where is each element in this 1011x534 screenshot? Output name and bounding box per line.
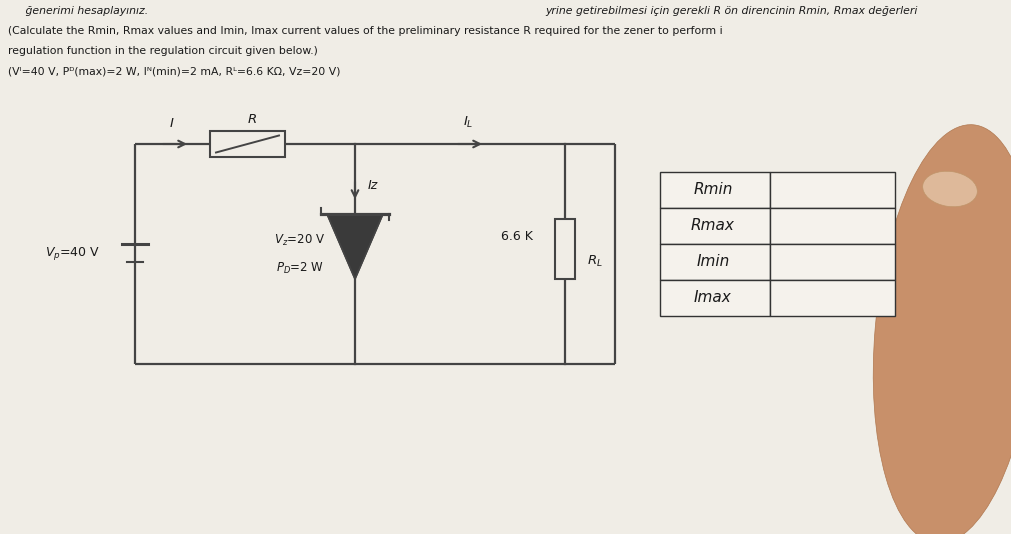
Bar <box>769 244 894 280</box>
Bar <box>659 244 769 280</box>
Text: Rmin: Rmin <box>693 183 732 198</box>
Text: $P_D$=2 W: $P_D$=2 W <box>276 261 324 276</box>
Bar <box>769 280 894 316</box>
Text: $V_z$=20 V: $V_z$=20 V <box>274 233 326 248</box>
Bar <box>769 172 894 208</box>
Bar <box>769 208 894 244</box>
Bar <box>659 172 769 208</box>
Ellipse shape <box>922 171 977 207</box>
Text: Rmax: Rmax <box>691 218 734 233</box>
Text: (Vᴵ=40 V, Pᴰ(max)=2 W, Iᴺ(min)=2 mA, Rᴸ=6.6 KΩ, Vz=20 V): (Vᴵ=40 V, Pᴰ(max)=2 W, Iᴺ(min)=2 mA, Rᴸ=… <box>8 66 340 76</box>
Polygon shape <box>327 214 382 279</box>
Text: Imax: Imax <box>694 290 731 305</box>
Text: R: R <box>248 113 257 126</box>
Bar <box>554 219 574 279</box>
Text: 6.6 K: 6.6 K <box>500 231 533 244</box>
Text: $I_L$: $I_L$ <box>462 115 473 130</box>
Ellipse shape <box>872 124 1011 534</box>
Text: regulation function in the regulation circuit given below.): regulation function in the regulation ci… <box>8 46 317 56</box>
Text: I: I <box>170 117 174 130</box>
Text: Imin: Imin <box>696 255 729 270</box>
Text: $V_p$=40 V: $V_p$=40 V <box>45 245 100 262</box>
Text: ğenerimi hesaplayınız.: ğenerimi hesaplayınız. <box>8 6 148 16</box>
Text: yrine getirebilmesi için gerekli R ön direncinin Rmin, Rmax değerleri: yrine getirebilmesi için gerekli R ön di… <box>545 6 916 16</box>
Bar <box>659 280 769 316</box>
Text: Iz: Iz <box>368 179 378 192</box>
Bar <box>210 131 285 156</box>
Text: (Calculate the Rmin, Rmax values and Imin, Imax current values of the preliminar: (Calculate the Rmin, Rmax values and Imi… <box>8 26 722 36</box>
Bar <box>659 208 769 244</box>
Text: $R_L$: $R_L$ <box>586 254 603 269</box>
